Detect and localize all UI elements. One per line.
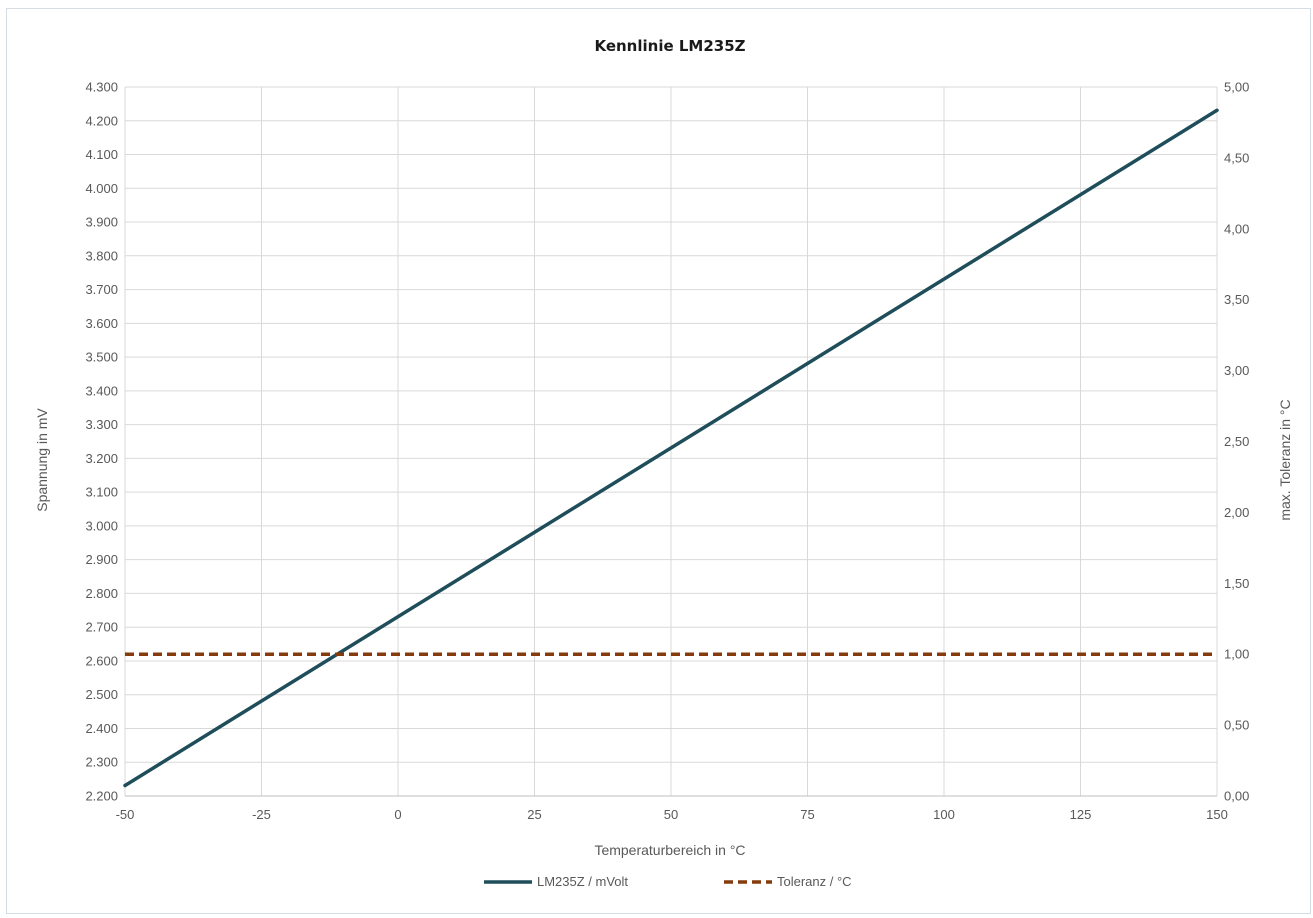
y-axis-title: Spannung in mV	[34, 408, 50, 512]
x-axis-title: Temperaturbereich in °C	[594, 842, 745, 858]
y-tick-label: 2.600	[85, 653, 118, 668]
y-tick-label: 4.200	[85, 113, 118, 128]
x-tick-label: 25	[527, 807, 541, 822]
y2-tick-label: 5,00	[1224, 80, 1249, 95]
y2-axis-ticks: 0,00 0,50 1,00 1,50 2,00 2,50 3,00 3,50 4,00 4,50…	[1224, 80, 1249, 804]
y-tick-label: 3.300	[85, 417, 118, 432]
y-tick-label: 3.000	[85, 518, 118, 533]
y2-tick-label: 4,00	[1224, 221, 1249, 236]
x-tick-label: -50	[116, 807, 135, 822]
x-axis-ticks: -50 -25 0 25 50 75 100 125 150	[116, 807, 1228, 822]
y2-tick-label: 2,00	[1224, 505, 1249, 520]
y2-tick-label: 2,50	[1224, 434, 1249, 449]
series-group	[123, 108, 1219, 788]
y-tick-label: 2.300	[85, 755, 118, 770]
y-tick-label: 3.800	[85, 248, 118, 263]
y-tick-label: 3.600	[85, 316, 118, 331]
legend: LM235Z / mVolt Toleranz / °C	[484, 874, 852, 889]
y-tick-label: 2.400	[85, 721, 118, 736]
y-tick-label: 4.000	[85, 181, 118, 196]
y2-tick-label: 1,00	[1224, 647, 1249, 662]
y-tick-label: 3.700	[85, 282, 118, 297]
y2-tick-label: 0,00	[1224, 789, 1249, 804]
y2-tick-label: 3,00	[1224, 363, 1249, 378]
legend-label-1: LM235Z / mVolt	[537, 874, 628, 889]
y-tick-label: 2.500	[85, 687, 118, 702]
y-axis-ticks: 2.200 2.300 2.400 2.500 2.600 2.700 2.800 2.900…	[85, 80, 118, 804]
chart-frame	[6, 8, 1311, 914]
x-tick-label: 125	[1070, 807, 1092, 822]
legend-label-2: Toleranz / °C	[777, 874, 852, 889]
y-tick-label: 3.200	[85, 451, 118, 466]
y-tick-label: 4.300	[85, 80, 118, 95]
y2-tick-label: 0,50	[1224, 718, 1249, 733]
x-tick-label: 150	[1206, 807, 1228, 822]
y-tick-label: 3.400	[85, 383, 118, 398]
x-tick-label: 75	[800, 807, 814, 822]
y2-tick-label: 1,50	[1224, 576, 1249, 591]
y2-axis-title: max. Toleranz in °C	[1277, 399, 1293, 520]
y-tick-label: 4.100	[85, 147, 118, 162]
series-line-1	[123, 108, 1219, 788]
chart-title: Kennlinie LM235Z	[594, 37, 745, 55]
y-tick-label: 3.900	[85, 215, 118, 230]
y2-tick-label: 3,50	[1224, 292, 1249, 307]
x-tick-label: -25	[252, 807, 271, 822]
x-tick-label: 0	[394, 807, 401, 822]
y-tick-label: 2.700	[85, 620, 118, 635]
x-tick-label: 100	[933, 807, 955, 822]
y-tick-label: 2.200	[85, 789, 118, 804]
y-tick-label: 3.500	[85, 350, 118, 365]
y-tick-label: 3.100	[85, 485, 118, 500]
y2-tick-label: 4,50	[1224, 150, 1249, 165]
y-tick-label: 2.800	[85, 586, 118, 601]
grid	[124, 86, 1218, 797]
y-tick-label: 2.900	[85, 552, 118, 567]
x-tick-label: 50	[664, 807, 678, 822]
